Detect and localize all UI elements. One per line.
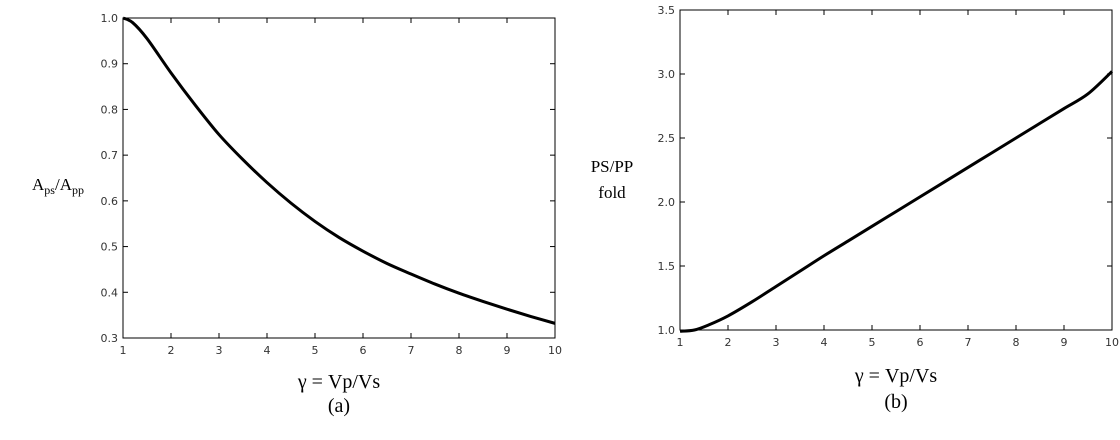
x-tick-label-a-3: 4 — [264, 344, 271, 357]
x-tick-label-b-0: 1 — [677, 336, 684, 349]
x-tick-label-a-9: 10 — [548, 344, 562, 357]
panel-label-a: (a) — [328, 395, 350, 417]
y-tick-label-b-3: 2.5 — [658, 132, 676, 145]
plot-area-a — [122, 17, 556, 339]
x-tick-label-a-5: 6 — [360, 344, 367, 357]
x-tick-label-a-6: 7 — [408, 344, 415, 357]
x-tick-label-a-2: 3 — [216, 344, 223, 357]
y-axis-label-b-line2: fold — [598, 183, 626, 202]
y-tick-label-a-6: 0.9 — [101, 58, 119, 71]
x-tick-label-a-4: 5 — [312, 344, 319, 357]
y-label-a-main1: A — [32, 175, 45, 194]
y-tick-label-b-5: 3.5 — [658, 4, 676, 17]
x-tick-label-b-9: 10 — [1105, 336, 1119, 349]
y-tick-label-a-4: 0.7 — [101, 149, 119, 162]
y-axis-label-a: Aps/App — [32, 175, 84, 197]
series-line-a — [122, 16, 556, 325]
panel-label-b: (b) — [884, 391, 907, 413]
y-tick-label-a-3: 0.6 — [101, 195, 119, 208]
x-tick-label-a-0: 1 — [120, 344, 127, 357]
x-tick-label-b-1: 2 — [725, 336, 732, 349]
y-tick-label-b-2: 2.0 — [658, 196, 676, 209]
y-label-a-sub1: ps — [44, 183, 55, 197]
ticks-a: 1 2 3 4 5 6 7 8 9 10 0.3 0.4 0.5 0.6 0.7 0.8 0.9 1.0 — [101, 12, 563, 357]
x-axis-label-a: γ = Vp/Vs — [297, 371, 381, 393]
y-tick-label-b-1: 1.5 — [658, 260, 676, 273]
y-tick-label-b-4: 3.0 — [658, 68, 676, 81]
ticks-b: 1 2 3 4 5 6 7 8 9 10 1.0 1.5 2.0 2.5 3.0 3.5 — [658, 4, 1120, 349]
x-tick-label-b-3: 4 — [821, 336, 828, 349]
x-tick-label-b-7: 8 — [1013, 336, 1020, 349]
y-tick-label-a-7: 1.0 — [101, 12, 119, 25]
x-tick-label-b-4: 5 — [869, 336, 876, 349]
series-line-b — [679, 70, 1114, 333]
x-tick-label-b-2: 3 — [773, 336, 780, 349]
y-label-a-main2: A — [60, 175, 73, 194]
plot-area-b — [679, 9, 1113, 331]
y-tick-label-a-5: 0.8 — [101, 103, 119, 116]
x-tick-label-b-5: 6 — [917, 336, 924, 349]
x-tick-label-a-8: 9 — [504, 344, 511, 357]
x-tick-label-b-6: 7 — [965, 336, 972, 349]
x-axis-label-b: γ = Vp/Vs — [854, 365, 938, 387]
y-tick-label-a-0: 0.3 — [101, 332, 119, 345]
x-tick-label-a-7: 8 — [456, 344, 463, 357]
y-tick-label-b-0: 1.0 — [658, 324, 676, 337]
y-label-a-slash: / — [55, 175, 60, 194]
panel-b: 1 2 3 4 5 6 7 8 9 10 1.0 1.5 2.0 2.5 3.0 3.5 PS/PP fold… — [591, 4, 1119, 413]
x-tick-label-b-8: 9 — [1061, 336, 1068, 349]
x-tick-label-a-1: 2 — [168, 344, 175, 357]
panel-a: 1 2 3 4 5 6 7 8 9 10 0.3 0.4 0.5 0.6 0.7 0.8 0.9 1.0 Aps/… — [32, 12, 562, 417]
y-tick-label-a-2: 0.5 — [101, 241, 119, 254]
y-axis-label-b-line1: PS/PP — [591, 157, 634, 176]
y-tick-label-a-1: 0.4 — [101, 286, 119, 299]
y-label-a-sub2: pp — [72, 183, 84, 197]
